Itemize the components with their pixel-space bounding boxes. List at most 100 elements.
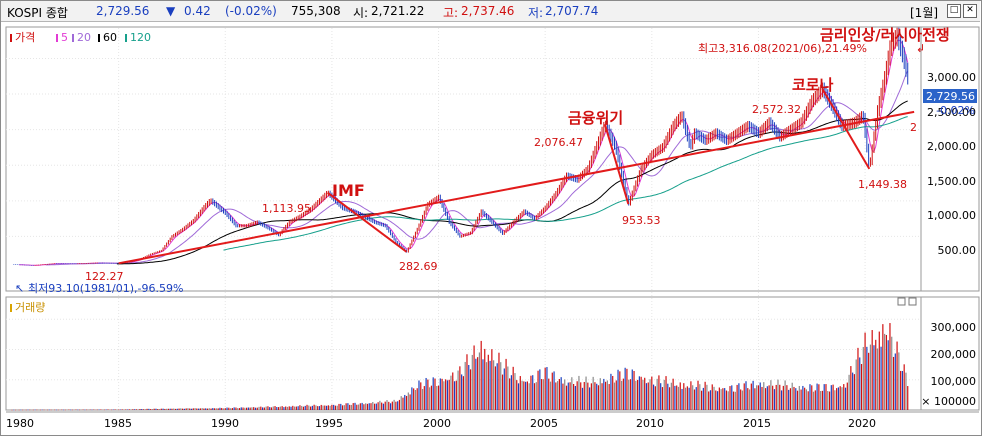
volume-bar [507,366,509,410]
volume-bar [516,380,518,410]
volume-bar [411,387,413,410]
volume-bar [615,380,617,410]
volume-bar [68,409,70,411]
volume-bar [484,348,486,410]
volume-bar [677,386,680,410]
volume-panel-close-button[interactable] [908,297,917,306]
volume-bar [121,409,123,410]
volume-bar [158,409,161,410]
volume-bar [132,409,134,410]
volume-bar [695,387,697,410]
volume-bar [222,408,225,410]
volume-bar [347,403,349,410]
volume-bar [535,382,537,410]
period-selector[interactable]: [1월] [910,6,939,20]
volume-bar [173,408,175,410]
volume-bar [855,359,857,410]
index-name[interactable]: KOSPI 종합 [7,6,68,20]
volume-bar [429,387,431,410]
volume-bar [212,408,214,410]
volume-bar [450,375,452,410]
close-button[interactable]: ✕ [963,4,977,18]
volume-bar [816,383,818,410]
volume-bar [240,407,242,410]
volume-bar [75,409,77,411]
volume-bar [509,378,511,410]
volume-bar [206,408,209,410]
price-tick: 1,500.00 [927,175,976,188]
volume-bar [745,381,747,410]
volume-bar [130,409,132,410]
volume-bar [160,408,162,410]
volume-bar [409,394,411,410]
volume-bar [36,409,38,411]
volume-bar [276,407,278,410]
volume-bar [510,375,513,410]
volume-bar [242,407,244,410]
volume-bar [674,385,676,410]
volume-bar [441,378,443,410]
volume-bar [519,376,521,410]
volume-bar [622,378,624,410]
volume-bar [304,405,306,410]
volume-bar [25,409,27,411]
volume-bar [146,408,148,410]
volume-bar [295,406,297,410]
volume-bar [418,380,420,410]
volume-bar [461,374,463,410]
volume-panel-minimize-button[interactable] [897,297,906,306]
volume-bar [217,408,219,410]
volume-bar [118,409,120,411]
volume-bar [640,376,642,410]
volume-bar [116,409,118,411]
volume-bar [638,376,640,410]
volume-bar [78,409,81,411]
volume-bar [150,409,152,410]
volume-bar [251,407,253,410]
volume-tick: 100,000 [931,375,977,388]
annotation-peak: 최고3,316.08(2021/06),21.49% [698,42,867,55]
volume-bar [196,408,198,410]
volume-bar [500,362,502,410]
x-tick: 2020 [848,417,876,430]
volume-bar [393,399,395,410]
volume-bar [260,406,262,410]
volume-bar [23,409,26,411]
volume-bar [807,391,809,410]
volume-bar [341,405,344,410]
volume-bar [201,408,203,410]
price-tick: 2,000.00 [927,140,976,153]
volume-bar [837,387,840,410]
volume-bar [905,372,907,410]
volume-bar [249,407,251,410]
price-legend: 가격 5 20 60 120 [10,31,151,44]
volume-bar [521,380,523,410]
volume-bar [782,385,784,410]
volume-bar [336,405,338,410]
volume-bar [365,403,367,410]
volume-bar [802,385,804,410]
volume-bar [208,408,210,410]
volume-bar [857,347,859,410]
maximize-button[interactable]: □ [947,4,961,18]
legend-ma120: 120 [130,31,151,44]
grid-lines [6,28,921,410]
volume-bar [382,403,385,410]
volume-bar [896,341,898,410]
volume-bar [743,383,745,410]
volume-bar [757,385,760,410]
volume-bar [13,409,15,411]
volume-bar [457,370,459,410]
volume-bar [605,381,607,410]
volume-bar [537,370,539,410]
volume-bar [464,361,466,410]
price-axis-panel [920,26,980,292]
volume-bar [567,382,569,410]
volume-bar [734,391,736,410]
volume-bar [592,376,594,410]
volume-bar [859,357,861,410]
legend-price-swatch [10,34,12,42]
volume-bar [608,384,610,410]
price-series [13,27,909,266]
